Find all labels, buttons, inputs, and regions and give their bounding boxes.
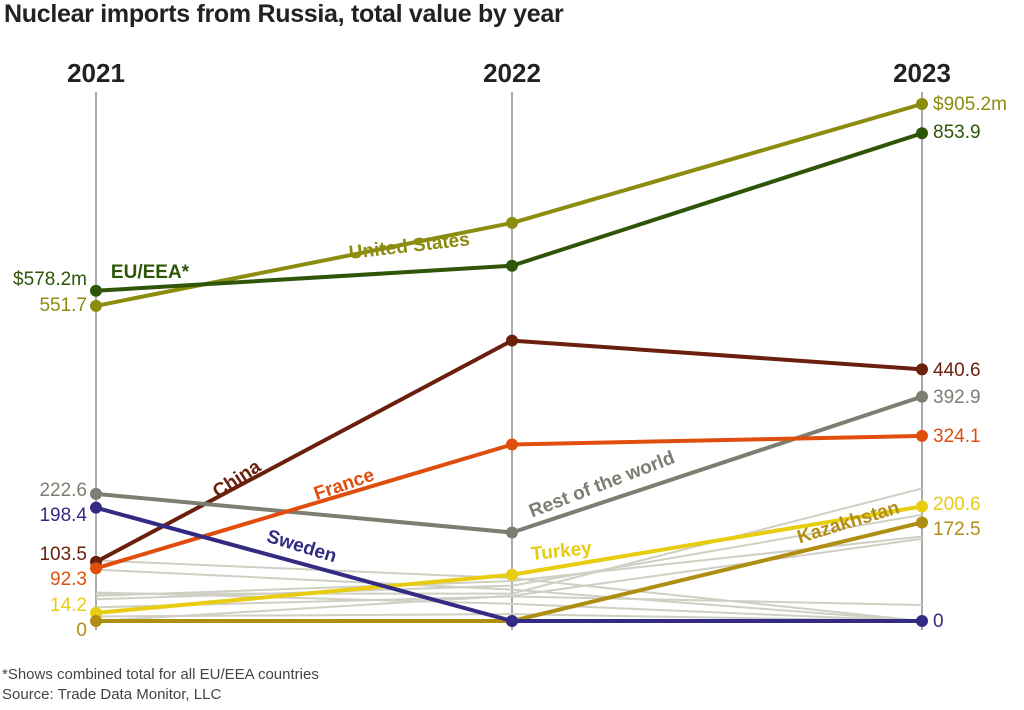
- data-point-kazakhstan: [90, 615, 102, 627]
- footnote: *Shows combined total for all EU/EEA cou…: [2, 666, 319, 683]
- data-label-rest-of-the-world-2023: 392.9: [933, 387, 981, 408]
- data-label-sweden-2021: 198.4: [39, 505, 87, 526]
- data-label-turkey-2023: 200.6: [933, 494, 981, 515]
- data-label-france-2021: 92.3: [50, 569, 87, 590]
- data-point-china: [916, 363, 928, 376]
- data-point-france: [506, 438, 518, 451]
- year-label-2022: 2022: [483, 58, 541, 88]
- background-series-line: [95, 537, 923, 622]
- data-point-united-states: [916, 98, 928, 110]
- data-label-united-states-2021: 551.7: [39, 295, 87, 316]
- data-label-kazakhstan-2021: 0: [76, 620, 87, 641]
- data-label-china-2021: 103.5: [39, 544, 87, 565]
- data-point-eu-eea: [916, 127, 928, 140]
- data-point-turkey: [916, 500, 928, 513]
- data-label-eu-eea-2021: $578.2m: [13, 269, 87, 290]
- source-note: Source: Trade Data Monitor, LLC: [2, 686, 222, 703]
- data-labels: 551.7 $905.2m $578.2m 853.9 103.5 440.6 222.6 3…: [13, 94, 1007, 641]
- background-series-line: [96, 487, 923, 595]
- series-united-states: [90, 98, 928, 312]
- data-label-united-states-2023: $905.2m: [933, 94, 1007, 115]
- series-name-eu-eea: EU/EEA*: [111, 262, 190, 283]
- data-point-sweden: [506, 615, 518, 627]
- data-label-france-2023: 324.1: [933, 426, 981, 447]
- year-axes: 2021 2022 2023: [67, 58, 951, 630]
- highlighted-series: [90, 98, 928, 627]
- data-point-united-states: [90, 299, 102, 312]
- background-series-line: [95, 535, 923, 597]
- series-china: [90, 334, 928, 568]
- background-series-line: [95, 591, 923, 622]
- data-point-rest-of-the-world: [916, 390, 928, 403]
- background-series-line: [95, 513, 923, 601]
- background-series-line: [95, 613, 923, 622]
- data-point-turkey: [506, 568, 518, 581]
- background-series-line: [95, 568, 923, 622]
- series-line-rest-of-the-world: [95, 394, 923, 535]
- series-sweden: [90, 501, 928, 627]
- background-series: [95, 487, 923, 622]
- data-label-kazakhstan-2023: 172.5: [933, 519, 981, 540]
- data-point-china: [506, 334, 518, 347]
- series-rest-of-the-world: [90, 390, 928, 539]
- data-label-china-2023: 440.6: [933, 360, 981, 381]
- data-label-eu-eea-2023: 853.9: [933, 122, 981, 143]
- data-point-eu-eea: [506, 259, 518, 272]
- data-point-kazakhstan: [916, 516, 928, 529]
- data-label-sweden-2023: 0: [933, 611, 944, 632]
- data-label-turkey-2021: 14.2: [50, 595, 87, 616]
- data-point-rest-of-the-world: [90, 487, 102, 500]
- data-point-france: [916, 429, 928, 442]
- series-france: [90, 429, 928, 575]
- series-line-united-states: [95, 102, 923, 308]
- series-name-china: China: [209, 456, 265, 503]
- data-point-sweden: [916, 615, 928, 627]
- series-name-united-states: United States: [348, 229, 471, 264]
- series-name-france: France: [311, 465, 377, 505]
- data-point-sweden: [90, 501, 102, 514]
- series-name-sweden: Sweden: [264, 526, 339, 567]
- data-point-eu-eea: [90, 284, 102, 297]
- series-eu-eea: [90, 127, 928, 297]
- chart-title: Nuclear imports from Russia, total value…: [4, 0, 564, 28]
- data-point-united-states: [506, 216, 518, 229]
- data-label-rest-of-the-world-2021: 222.6: [39, 480, 87, 501]
- year-label-2021: 2021: [67, 58, 125, 88]
- year-label-2023: 2023: [893, 58, 951, 88]
- data-point-france: [90, 562, 102, 575]
- data-point-rest-of-the-world: [506, 526, 518, 539]
